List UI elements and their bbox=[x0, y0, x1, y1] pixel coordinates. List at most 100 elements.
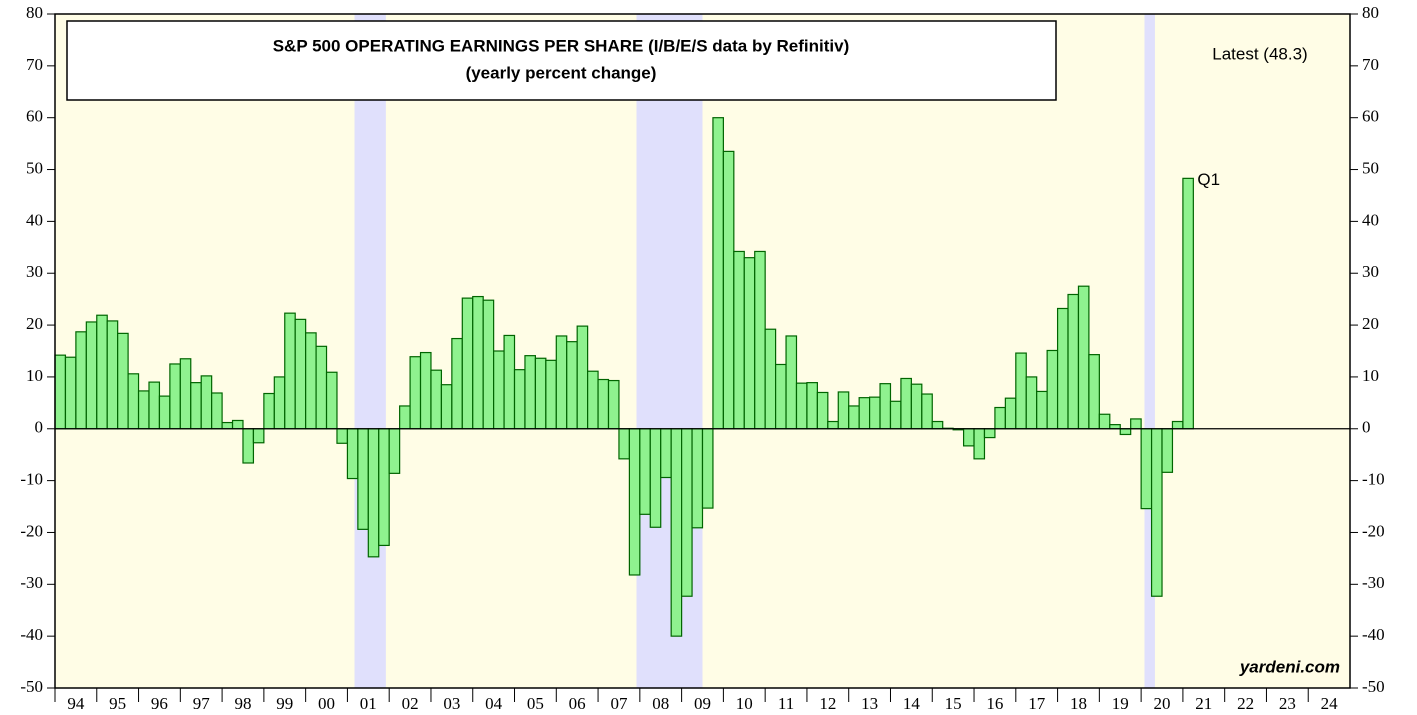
x-tick-label: 00 bbox=[318, 694, 335, 713]
bar bbox=[628, 428, 641, 576]
bar bbox=[962, 428, 975, 447]
bar bbox=[190, 382, 202, 430]
bar bbox=[722, 150, 735, 430]
y2-tick-label: 60 bbox=[1362, 107, 1379, 126]
x-tick-label: 94 bbox=[67, 694, 85, 713]
recession-shade bbox=[1144, 14, 1155, 688]
bar bbox=[587, 370, 599, 430]
title-box bbox=[66, 20, 1057, 101]
bar bbox=[858, 397, 871, 430]
bar bbox=[1077, 285, 1090, 430]
x-tick-label: 17 bbox=[1028, 694, 1046, 713]
bar bbox=[461, 297, 474, 430]
x-tick-label: 10 bbox=[736, 694, 753, 713]
bar bbox=[775, 363, 787, 430]
y-tick-label: 20 bbox=[26, 314, 43, 333]
bar bbox=[618, 428, 630, 460]
bar bbox=[1182, 177, 1194, 430]
bar bbox=[816, 391, 829, 430]
bar bbox=[64, 356, 77, 430]
bar bbox=[607, 379, 620, 430]
y-tick-label: 60 bbox=[26, 107, 43, 126]
bar bbox=[1067, 293, 1080, 430]
chart-title: S&P 500 OPERATING EARNINGS PER SHARE (I/… bbox=[273, 36, 850, 55]
bar bbox=[1088, 354, 1100, 430]
y-tick-label: -40 bbox=[20, 625, 43, 644]
bar bbox=[221, 421, 234, 430]
bar bbox=[681, 428, 693, 597]
bar bbox=[346, 428, 359, 480]
bar bbox=[148, 381, 161, 430]
bar bbox=[158, 395, 171, 430]
bar bbox=[409, 356, 422, 430]
y2-tick-label: 50 bbox=[1362, 158, 1379, 177]
bar bbox=[848, 405, 860, 430]
latest-annotation: Latest (48.3) bbox=[1212, 44, 1307, 63]
x-tick-label: 22 bbox=[1237, 694, 1254, 713]
bar bbox=[75, 331, 87, 430]
y-tick-label: -30 bbox=[20, 573, 43, 592]
bar bbox=[827, 420, 839, 430]
bar bbox=[137, 390, 150, 430]
x-tick-label: 16 bbox=[986, 694, 1003, 713]
bar bbox=[127, 373, 140, 430]
last-point-label: Q1 bbox=[1197, 170, 1220, 189]
x-tick-label: 98 bbox=[234, 694, 251, 713]
y-tick-label: 50 bbox=[26, 158, 43, 177]
bar bbox=[1056, 307, 1069, 430]
bar bbox=[921, 393, 933, 430]
bar bbox=[294, 318, 307, 430]
x-tick-label: 06 bbox=[569, 694, 586, 713]
x-tick-label: 95 bbox=[109, 694, 126, 713]
bar bbox=[1161, 428, 1174, 473]
bar bbox=[879, 383, 892, 430]
x-tick-label: 24 bbox=[1321, 694, 1339, 713]
bar bbox=[263, 392, 275, 430]
x-tick-label: 20 bbox=[1154, 694, 1171, 713]
bar bbox=[889, 400, 902, 430]
bar bbox=[242, 428, 255, 464]
bar bbox=[451, 337, 463, 430]
bar bbox=[733, 250, 745, 430]
bar bbox=[315, 345, 328, 430]
bar bbox=[200, 375, 213, 430]
x-tick-label: 09 bbox=[694, 694, 711, 713]
bar bbox=[96, 314, 108, 430]
bar bbox=[54, 354, 67, 430]
bar bbox=[670, 428, 683, 637]
y2-tick-label: 40 bbox=[1362, 210, 1379, 229]
recession-shade bbox=[354, 14, 386, 688]
chart-subtitle: (yearly percent change) bbox=[466, 63, 657, 82]
bar bbox=[1119, 428, 1132, 436]
y-tick-label: 40 bbox=[26, 210, 43, 229]
source-label: yardeni.com bbox=[1239, 657, 1340, 676]
x-tick-label: 18 bbox=[1070, 694, 1087, 713]
bar bbox=[868, 396, 881, 430]
bar bbox=[1109, 424, 1121, 430]
bar bbox=[305, 332, 317, 430]
bar bbox=[336, 428, 349, 444]
x-tick-label: 12 bbox=[819, 694, 836, 713]
x-tick-label: 23 bbox=[1279, 694, 1296, 713]
bar bbox=[106, 320, 119, 430]
bar bbox=[910, 383, 923, 430]
y-tick-label: 30 bbox=[26, 262, 43, 281]
bar bbox=[712, 117, 724, 430]
bar bbox=[555, 335, 568, 430]
y2-tick-label: -40 bbox=[1362, 625, 1385, 644]
bar bbox=[931, 420, 944, 430]
bar bbox=[701, 428, 714, 509]
x-tick-label: 14 bbox=[903, 694, 921, 713]
bar bbox=[973, 428, 986, 460]
bar bbox=[900, 377, 912, 430]
bar bbox=[179, 358, 192, 430]
bar bbox=[252, 428, 265, 444]
x-tick-label: 07 bbox=[610, 694, 628, 713]
bar bbox=[503, 334, 516, 430]
bar bbox=[795, 382, 808, 430]
plot-frame bbox=[54, 13, 1351, 689]
bar bbox=[743, 257, 756, 430]
bar bbox=[597, 378, 610, 430]
bar bbox=[691, 428, 704, 529]
